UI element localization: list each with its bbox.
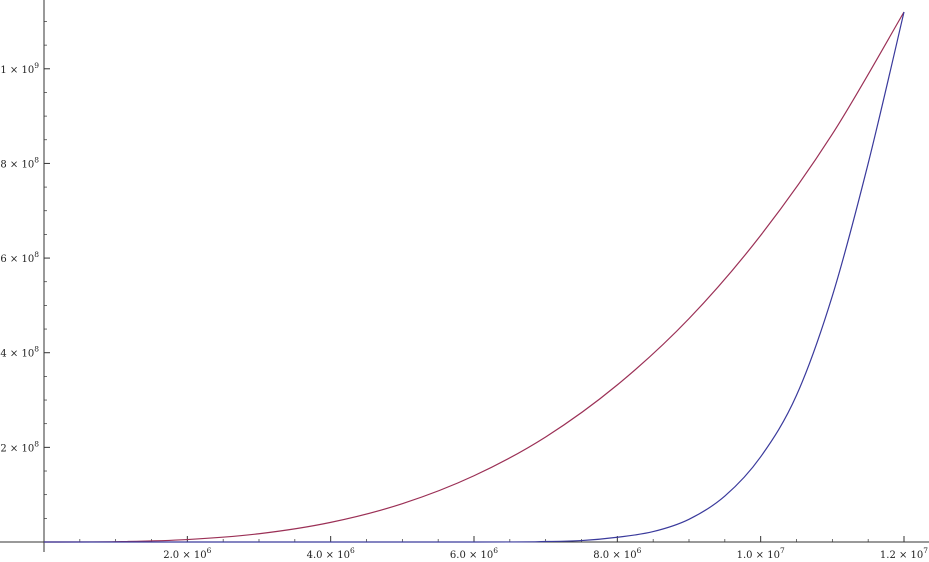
y-tick-label: 8 × 108 bbox=[0, 155, 39, 170]
x-tick-label: 2.0 × 106 bbox=[163, 546, 211, 561]
x-tick-label: 1.2 × 107 bbox=[880, 546, 928, 561]
tick-labels: 2.0 × 106 4.0 × 106 6.0 × 106 8.0 × 106 1.0 … bbox=[0, 61, 928, 561]
y-tick-label: 6 × 108 bbox=[0, 250, 39, 265]
series-layer bbox=[43, 11, 905, 543]
series-line-1 bbox=[43, 11, 905, 543]
y-tick-label: 4 × 108 bbox=[0, 345, 39, 360]
x-tick-label: 6.0 × 106 bbox=[450, 546, 498, 561]
series-line-2 bbox=[43, 11, 905, 543]
x-tick-label: 8.0 × 106 bbox=[593, 546, 641, 561]
x-tick-label: 4.0 × 106 bbox=[307, 546, 355, 561]
y-tick-label: 2 × 108 bbox=[0, 439, 39, 454]
y-tick-label: 1 × 109 bbox=[0, 61, 39, 76]
x-tick-label: 1.0 × 107 bbox=[737, 546, 785, 561]
